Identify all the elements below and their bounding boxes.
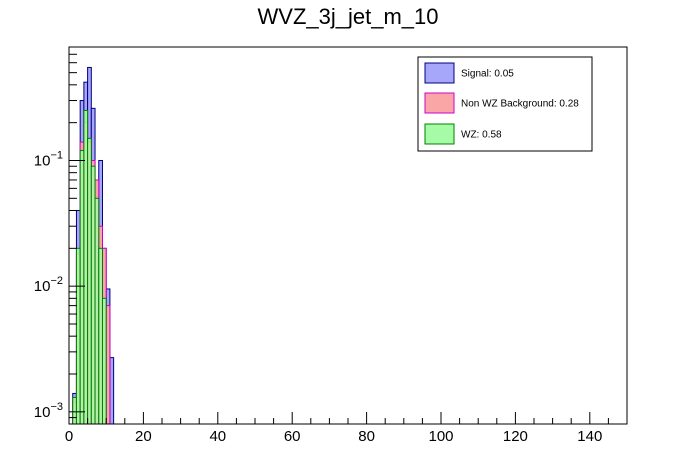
- bar: [101, 297, 107, 425]
- bar: [83, 109, 89, 425]
- bar: [72, 397, 77, 425]
- x-axis: 0 20 40 60 80 100 120 140: [65, 412, 628, 445]
- x-tick-label: 60: [284, 428, 301, 445]
- bar: [98, 247, 103, 425]
- y-tick-label: 10−2: [34, 275, 63, 295]
- legend-entry-label: WZ: 0.58: [461, 130, 502, 141]
- y-tick-label: 10−3: [34, 401, 63, 421]
- x-tick-label: 140: [577, 428, 602, 445]
- legend-swatch: [424, 92, 455, 114]
- y-tick-label: 10−1: [34, 149, 63, 169]
- bar: [79, 150, 85, 425]
- x-tick-label: 20: [135, 428, 152, 445]
- chart-title: WVZ_3j_jet_m_10: [258, 4, 439, 29]
- bar: [87, 137, 92, 425]
- x-tick-label: 100: [428, 428, 453, 445]
- legend-entry-label: Signal: 0.05: [461, 69, 514, 80]
- legend-swatch: [424, 123, 455, 145]
- y-axis: 10−3 10−2 10−1: [34, 46, 85, 425]
- bar: [90, 165, 96, 425]
- bar: [105, 305, 111, 425]
- legend-swatch: [424, 62, 455, 84]
- x-tick-label: 40: [209, 428, 226, 445]
- x-tick-label: 80: [358, 428, 375, 445]
- series-3-bars: [72, 109, 107, 425]
- bar: [109, 357, 115, 425]
- legend-entry-label: Non WZ Background: 0.28: [461, 99, 579, 110]
- x-tick-label: 0: [65, 428, 73, 445]
- legend: Signal: 0.05 Non WZ Background: 0.28 WZ: 0…: [417, 56, 593, 152]
- bar: [94, 197, 100, 425]
- x-tick-label: 120: [503, 428, 528, 445]
